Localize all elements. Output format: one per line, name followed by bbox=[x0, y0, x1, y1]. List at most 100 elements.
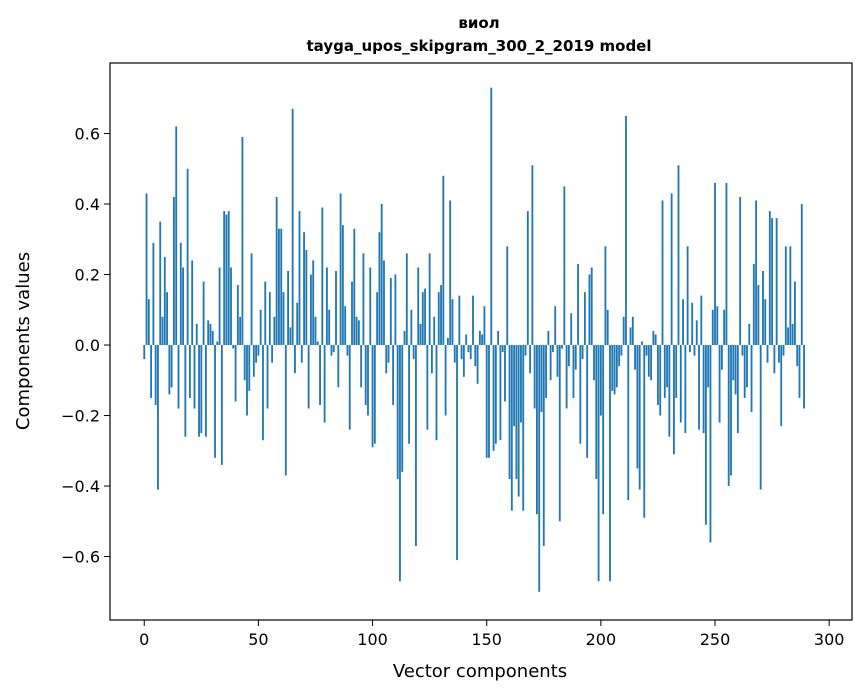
bar bbox=[545, 345, 547, 398]
bar bbox=[764, 299, 767, 346]
bar bbox=[638, 345, 641, 490]
bar bbox=[627, 345, 630, 501]
x-tick-label: 0 bbox=[139, 630, 149, 649]
bar bbox=[599, 345, 602, 416]
x-tick-label: 300 bbox=[814, 630, 845, 649]
bar bbox=[316, 341, 319, 346]
bar bbox=[577, 263, 579, 346]
bar bbox=[412, 345, 415, 360]
bar bbox=[431, 345, 433, 374]
bar bbox=[704, 345, 707, 525]
bar bbox=[750, 345, 753, 413]
bar bbox=[378, 232, 381, 346]
bar bbox=[533, 345, 536, 409]
bar bbox=[319, 345, 321, 405]
bar bbox=[499, 345, 502, 441]
bar bbox=[609, 345, 611, 582]
bar bbox=[449, 200, 452, 346]
bar bbox=[684, 345, 687, 434]
bar bbox=[383, 260, 385, 346]
bar bbox=[645, 345, 648, 356]
bar bbox=[540, 345, 543, 413]
x-axis-label: Vector components bbox=[393, 661, 567, 682]
bar bbox=[668, 345, 671, 437]
x-tick-label: 250 bbox=[700, 630, 731, 649]
bar bbox=[494, 345, 497, 444]
y-tick-label: −0.4 bbox=[61, 477, 100, 496]
bar bbox=[179, 242, 182, 346]
bar bbox=[478, 330, 481, 346]
bar bbox=[652, 330, 655, 346]
bar bbox=[303, 232, 305, 346]
bar bbox=[145, 193, 148, 346]
bar bbox=[730, 345, 732, 476]
bar bbox=[732, 345, 735, 381]
bar bbox=[615, 345, 618, 388]
bar bbox=[419, 323, 422, 346]
plot-frame bbox=[109, 62, 853, 621]
bar bbox=[673, 345, 675, 455]
bar bbox=[184, 345, 187, 437]
y-tick-label: −0.6 bbox=[61, 548, 100, 567]
bar bbox=[739, 196, 742, 346]
y-tick-label: 0.0 bbox=[75, 336, 100, 355]
bar bbox=[310, 274, 312, 346]
bar bbox=[524, 345, 527, 356]
bar bbox=[385, 345, 388, 374]
bar bbox=[490, 87, 493, 346]
bar bbox=[588, 274, 591, 346]
bar bbox=[289, 327, 292, 346]
bar bbox=[460, 345, 463, 360]
bar bbox=[469, 345, 472, 360]
bar bbox=[755, 200, 758, 346]
bar bbox=[335, 270, 337, 346]
bar bbox=[590, 267, 593, 346]
bar bbox=[476, 345, 479, 384]
bar bbox=[529, 345, 531, 374]
bar bbox=[328, 309, 331, 346]
chart-subtitle: tayga_upos_skipgram_300_2_2019 model bbox=[307, 37, 652, 55]
bar bbox=[611, 345, 614, 391]
bar bbox=[236, 285, 239, 346]
bar bbox=[339, 193, 342, 346]
bar bbox=[369, 267, 372, 346]
bar bbox=[147, 299, 150, 346]
bar bbox=[670, 193, 673, 346]
bar bbox=[364, 345, 367, 405]
bar bbox=[714, 182, 716, 346]
bar bbox=[483, 306, 486, 346]
bar bbox=[458, 295, 461, 346]
bar bbox=[746, 345, 748, 388]
bar bbox=[700, 295, 703, 346]
bar bbox=[175, 126, 178, 346]
bar bbox=[195, 323, 198, 346]
bar bbox=[526, 211, 529, 346]
bar bbox=[360, 345, 363, 388]
bar bbox=[266, 345, 269, 409]
bar bbox=[230, 267, 232, 346]
bar bbox=[504, 345, 506, 402]
bar bbox=[465, 334, 468, 346]
bar bbox=[257, 345, 260, 356]
bar bbox=[202, 281, 205, 346]
bar bbox=[241, 137, 244, 346]
bar bbox=[259, 309, 262, 346]
bar bbox=[341, 225, 344, 346]
bar bbox=[211, 330, 214, 346]
bar bbox=[282, 292, 285, 346]
bar bbox=[191, 260, 194, 346]
bar bbox=[789, 246, 792, 346]
bar bbox=[399, 345, 401, 582]
bar bbox=[597, 345, 600, 582]
bar bbox=[698, 345, 700, 430]
bar bbox=[743, 345, 746, 398]
bar bbox=[579, 345, 582, 444]
bar bbox=[492, 345, 495, 451]
bar bbox=[357, 320, 360, 346]
bar bbox=[474, 345, 477, 367]
bar bbox=[784, 246, 787, 346]
bar bbox=[273, 316, 276, 346]
bar bbox=[307, 345, 310, 409]
bar bbox=[440, 285, 442, 346]
y-axis-label: Components values bbox=[13, 252, 34, 430]
